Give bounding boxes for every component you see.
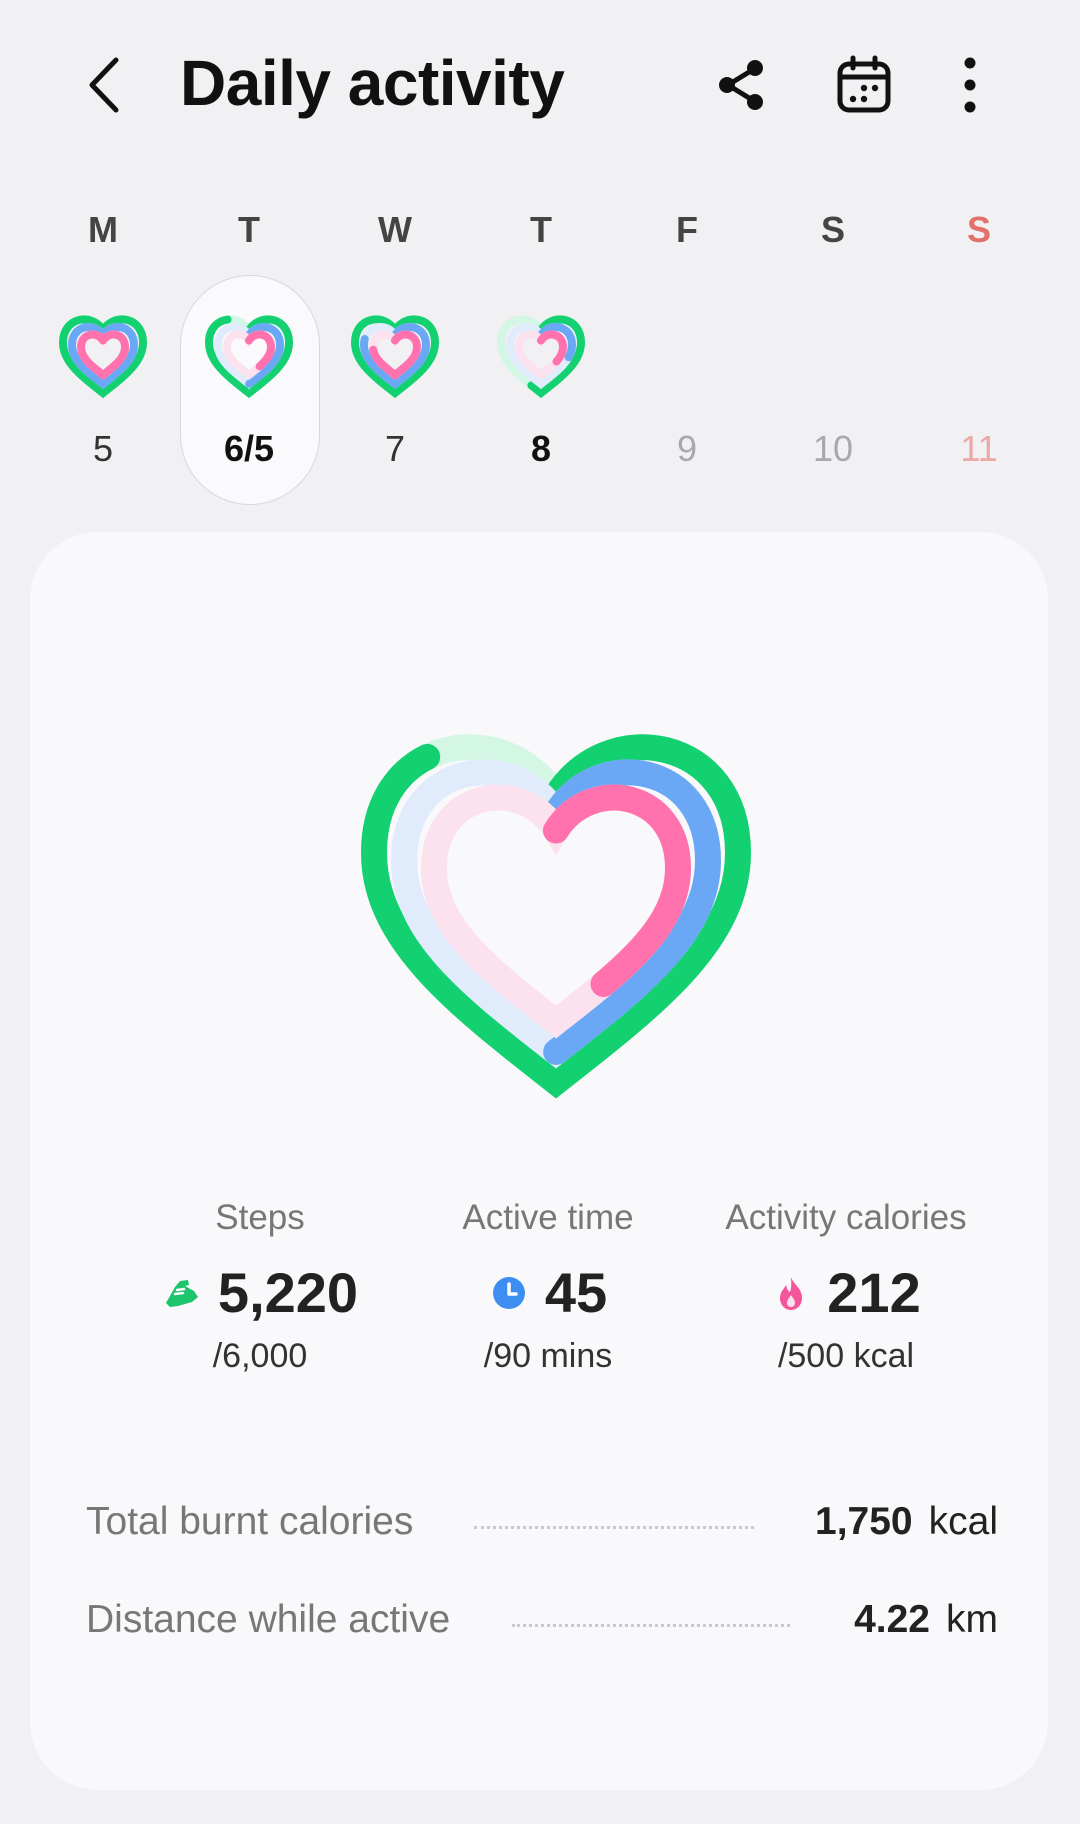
activity-ring-icon: [204, 315, 294, 399]
stat-goal: /90 mins: [483, 1337, 613, 1375]
stat-label: Active time: [462, 1198, 634, 1237]
activity-stats: Steps 5,220 /6,000 Active time 45 /90 mi…: [30, 1198, 1048, 1398]
page-title: Daily activity: [180, 47, 565, 119]
clock-icon: [492, 1276, 525, 1309]
app-header: Daily activity: [0, 0, 1080, 170]
calories-ring-progress: [222, 330, 276, 381]
day-letter: T: [238, 209, 260, 250]
day-number: 6/5: [223, 428, 275, 469]
back-button[interactable]: [80, 52, 130, 118]
more-options-icon: [964, 57, 976, 113]
steps-ring-progress: [58, 315, 148, 399]
day-sun[interactable]: S 11: [909, 195, 1049, 515]
calendar-icon: [837, 55, 891, 113]
activity-ring-icon: [58, 315, 148, 399]
day-fri[interactable]: F 9: [617, 195, 757, 515]
activity-ring-icon: [350, 315, 440, 399]
stat-goal: /500 kcal: [777, 1337, 915, 1375]
metric-unit: kcal: [928, 1500, 998, 1543]
day-number: 9: [676, 428, 698, 469]
stat-value: 212: [827, 1261, 921, 1324]
day-number: 11: [960, 428, 998, 469]
more-options-button[interactable]: [955, 55, 985, 115]
calories-ring-progress: [514, 330, 568, 381]
day-sat[interactable]: S 10: [763, 195, 903, 515]
flame-icon: [780, 1276, 803, 1310]
day-letter: T: [530, 209, 552, 250]
stat-value: 45: [544, 1261, 608, 1324]
activity-ring-icon: [496, 315, 586, 399]
day-number: 5: [92, 428, 114, 469]
active-time-ring-progress: [390, 759, 722, 1069]
stat-active-time[interactable]: Active time 45 /90 mins: [408, 1198, 688, 1376]
steps-ring-progress: [496, 315, 586, 399]
steps-ring-progress: [360, 734, 752, 1099]
metric-value: 1,750 kcal: [815, 1500, 998, 1544]
day-number: 8: [530, 428, 552, 469]
metric-number: 1,750: [815, 1500, 913, 1543]
day-tue-selected[interactable]: T 6/5: [179, 195, 320, 515]
steps-ring-progress: [350, 315, 440, 399]
stat-steps[interactable]: Steps 5,220 /6,000: [120, 1198, 400, 1376]
metric-label: Total burnt calories: [86, 1500, 414, 1543]
active-time-ring-progress: [67, 323, 139, 390]
steps-ring-progress: [204, 315, 294, 399]
active-time-ring-progress: [213, 323, 285, 390]
back-icon: [89, 57, 119, 113]
calories-ring-progress: [368, 330, 422, 381]
week-strip: M 5 T 6/5 W 7 T 8 F 9 S 10 S 11: [0, 195, 1080, 515]
stat-goal: /6,000: [212, 1337, 308, 1375]
day-mon[interactable]: M 5: [33, 195, 173, 515]
activity-heart-rings: [360, 734, 752, 1099]
day-letter: F: [676, 209, 698, 250]
stat-activity-calories[interactable]: Activity calories 212 /500 kcal: [696, 1198, 996, 1376]
dotted-leader: [512, 1624, 790, 1631]
metric-unit: km: [946, 1598, 998, 1641]
share-icon: [719, 60, 763, 110]
day-letter: M: [88, 209, 118, 250]
dotted-leader: [474, 1526, 754, 1533]
activity-summary-card: Steps 5,220 /6,000 Active time 45 /90 mi…: [30, 532, 1048, 1790]
calories-ring-progress: [76, 330, 130, 381]
metric-label: Distance while active: [86, 1598, 451, 1641]
stat-label: Activity calories: [725, 1198, 967, 1237]
day-number: 10: [812, 428, 854, 469]
metric-total-burnt-calories[interactable]: Total burnt calories 1,750 kcal: [86, 1500, 998, 1560]
active-time-ring-progress: [505, 323, 577, 390]
calendar-button[interactable]: [836, 55, 892, 115]
day-letter: S: [966, 209, 991, 250]
metric-value: 4.22 km: [854, 1598, 998, 1642]
metric-number: 4.22: [854, 1598, 930, 1641]
day-thu[interactable]: T 8: [471, 195, 611, 515]
metric-distance-while-active[interactable]: Distance while active 4.22 km: [86, 1598, 998, 1658]
stat-value: 5,220: [217, 1261, 359, 1324]
stat-label: Steps: [215, 1198, 305, 1237]
day-number: 7: [384, 428, 406, 469]
day-letter: W: [378, 209, 412, 250]
active-time-ring-progress: [359, 323, 431, 390]
share-button[interactable]: [714, 55, 770, 115]
day-letter: S: [820, 209, 845, 250]
calories-ring-progress: [420, 784, 692, 1039]
shoe-icon: [165, 1279, 198, 1307]
day-wed[interactable]: W 7: [325, 195, 465, 515]
